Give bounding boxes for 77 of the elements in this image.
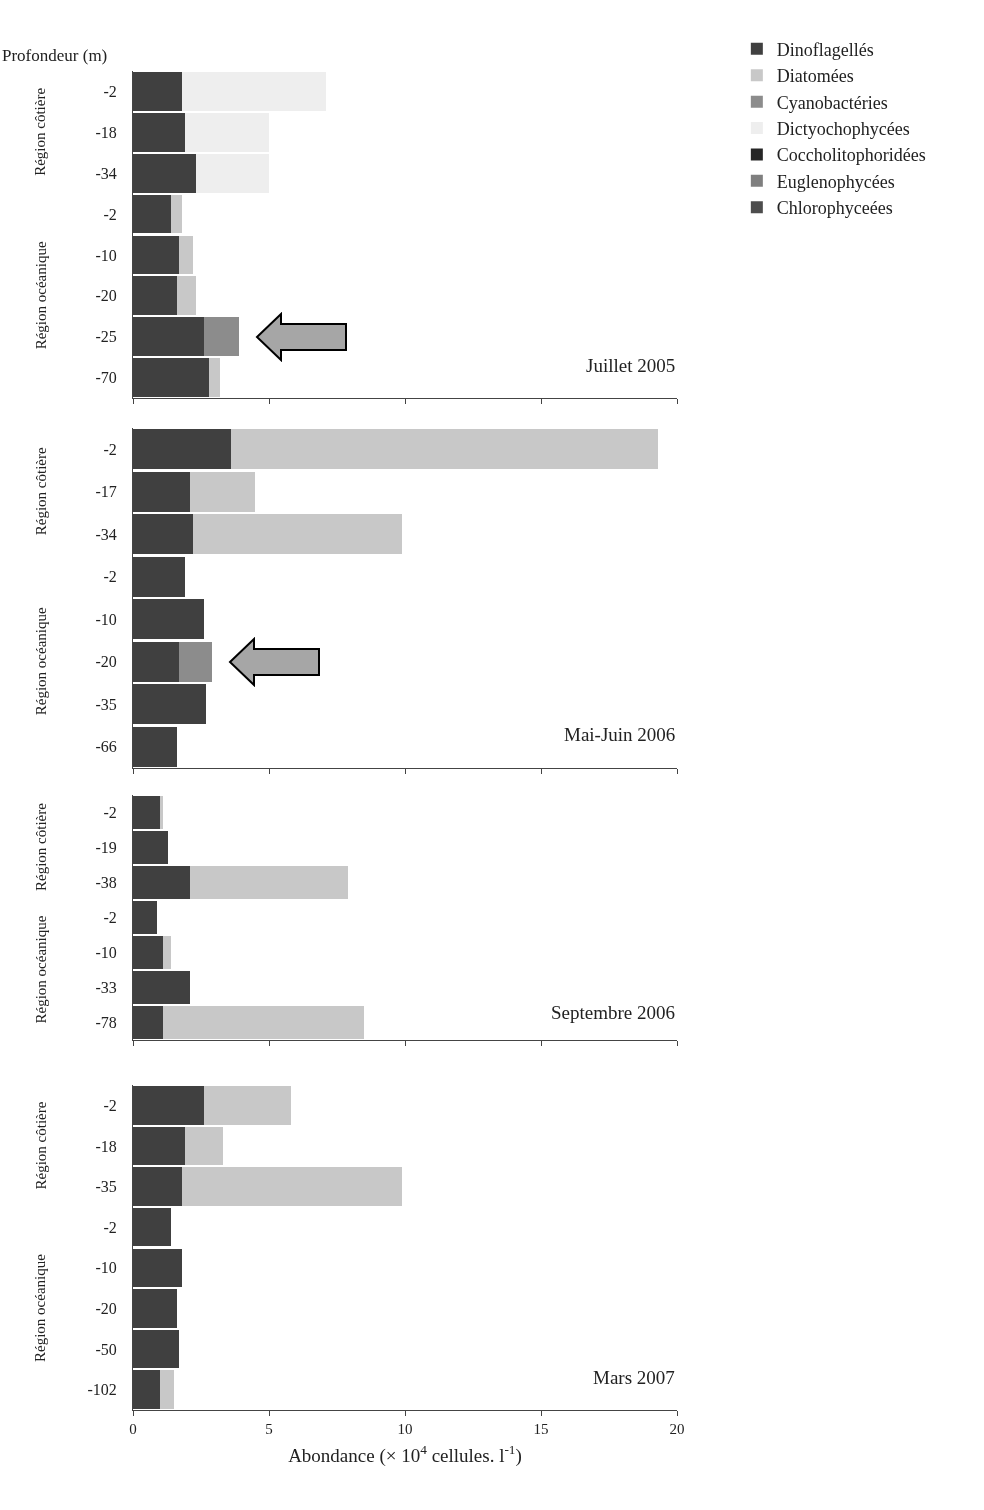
text: Région côtière bbox=[32, 87, 49, 176]
bar bbox=[160, 795, 163, 830]
bar bbox=[203, 1086, 291, 1125]
x-tick-label: 0 bbox=[129, 1421, 137, 1437]
y-tick-label: -17 bbox=[95, 483, 117, 501]
text: Mars 2007 bbox=[593, 1367, 675, 1388]
bar bbox=[179, 235, 193, 275]
x-tick-label: 20 bbox=[669, 1421, 685, 1437]
text: Région océanique bbox=[32, 607, 49, 716]
x-axis-title: Abondance (× 10$^{4}$ cellules. l$^{-1}$) bbox=[288, 1441, 522, 1467]
legend-label: Dictyochophycées bbox=[776, 119, 910, 140]
y-tick-label: -35 bbox=[95, 695, 117, 713]
y-tick-label: -10 bbox=[95, 944, 117, 962]
y-tick-label: -18 bbox=[95, 123, 117, 141]
text: Région océanique bbox=[32, 241, 49, 350]
bar bbox=[230, 429, 658, 470]
bar bbox=[195, 153, 269, 193]
bar bbox=[203, 317, 240, 357]
y-tick-label: -2 bbox=[103, 1096, 117, 1114]
y-tick-label: -10 bbox=[95, 1259, 117, 1277]
y-tick-label: -35 bbox=[95, 1178, 117, 1196]
bar bbox=[162, 935, 172, 970]
text: Région océanique bbox=[32, 1253, 49, 1362]
y-tick-label: -10 bbox=[95, 246, 117, 264]
legend-label: Dinoflagellés bbox=[776, 39, 874, 60]
text: Région côtière bbox=[32, 447, 49, 536]
y-tick-label: -20 bbox=[95, 287, 117, 305]
y-tick-label: -50 bbox=[95, 1340, 117, 1358]
bar bbox=[171, 194, 182, 234]
y-tick-label: -18 bbox=[95, 1137, 117, 1155]
x-tick-label: 15 bbox=[533, 1421, 549, 1437]
y-axis-title: Profondeur (m) bbox=[2, 46, 108, 65]
y-tick-label: -20 bbox=[95, 1300, 117, 1318]
bar bbox=[179, 641, 212, 682]
y-tick-label: -34 bbox=[95, 525, 117, 543]
y-tick-label: -25 bbox=[95, 328, 117, 346]
legend-label: Euglenophycées bbox=[776, 171, 895, 192]
y-tick-label: -38 bbox=[95, 874, 117, 892]
bar bbox=[209, 358, 221, 397]
y-tick-label: -20 bbox=[95, 653, 117, 671]
legend-label: Diatomées bbox=[776, 66, 854, 87]
y-tick-label: -19 bbox=[95, 839, 117, 857]
legend-label: Cyanobactéries bbox=[776, 92, 888, 113]
y-tick-label: -33 bbox=[95, 979, 117, 997]
y-tick-label: -2 bbox=[103, 205, 117, 223]
y-tick-label: -34 bbox=[95, 164, 117, 182]
y-tick-label: -2 bbox=[103, 804, 117, 822]
y-tick-label: -10 bbox=[95, 610, 117, 628]
legend-label: Chlorophyceées bbox=[776, 198, 893, 219]
bar bbox=[190, 471, 256, 512]
y-tick-label: -102 bbox=[87, 1381, 117, 1399]
bar bbox=[160, 1370, 174, 1409]
bar bbox=[162, 1005, 365, 1040]
bar bbox=[192, 514, 403, 555]
x-tick-label: 5 bbox=[265, 1421, 273, 1437]
text: Région côtière bbox=[33, 802, 50, 892]
bar bbox=[181, 72, 327, 111]
bar bbox=[184, 1126, 223, 1166]
legend-label: Coccholitophoridées bbox=[776, 145, 926, 166]
y-tick-label: -2 bbox=[103, 568, 117, 586]
text: Région océanique bbox=[32, 915, 49, 1024]
y-tick-label: -2 bbox=[103, 909, 117, 927]
y-tick-label: -2 bbox=[103, 1218, 117, 1236]
text: Septembre 2006 bbox=[551, 1002, 676, 1023]
text: Juillet 2005 bbox=[586, 355, 676, 376]
y-tick-label: -66 bbox=[95, 738, 117, 756]
bar bbox=[184, 112, 269, 152]
bar bbox=[190, 865, 348, 900]
text: Mai-Juin 2006 bbox=[564, 724, 676, 745]
bar bbox=[176, 276, 196, 316]
y-tick-label: -78 bbox=[95, 1014, 117, 1032]
y-tick-label: -2 bbox=[103, 440, 117, 458]
text: Région côtière bbox=[32, 1101, 49, 1190]
y-tick-label: -2 bbox=[103, 83, 117, 101]
x-tick-label: 10 bbox=[397, 1421, 413, 1437]
bar bbox=[181, 1167, 403, 1206]
y-tick-label: -70 bbox=[95, 369, 117, 387]
